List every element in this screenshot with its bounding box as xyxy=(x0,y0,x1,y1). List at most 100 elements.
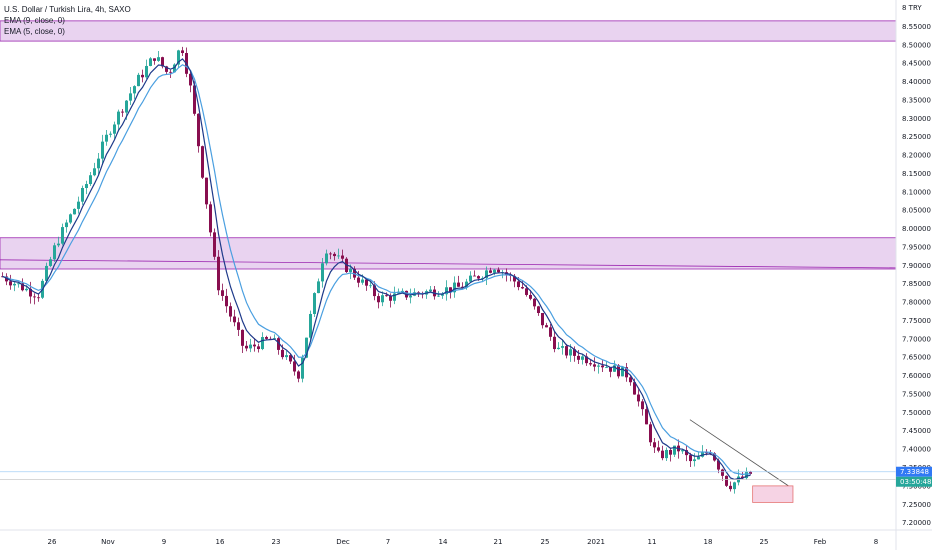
price-tick-label: 7.25000 xyxy=(902,501,931,509)
candle-body xyxy=(249,344,252,349)
candle-body xyxy=(69,214,72,223)
candle-body xyxy=(217,256,220,291)
candle-body xyxy=(349,268,352,273)
candle-body xyxy=(173,64,176,73)
last-price-label[interactable] xyxy=(896,466,932,477)
candle-body xyxy=(513,275,516,282)
candle-body xyxy=(493,269,496,273)
candle-body xyxy=(521,287,524,289)
candle-body xyxy=(581,356,584,360)
candle-body xyxy=(497,269,500,273)
time-tick-label: 2021 xyxy=(587,538,605,546)
candle-body xyxy=(265,337,268,339)
candle-body xyxy=(293,361,296,372)
candle-body xyxy=(657,447,660,451)
candle-body xyxy=(221,290,224,296)
candle-body xyxy=(121,111,124,113)
time-tick-label: 18 xyxy=(704,538,713,546)
candle-body xyxy=(613,365,616,372)
candle-body xyxy=(369,285,372,287)
candle-body xyxy=(169,71,172,73)
zone-slanted-line[interactable] xyxy=(0,259,897,269)
target-box[interactable] xyxy=(752,485,794,503)
legend-ema9[interactable]: EMA (9, close, 0) xyxy=(4,16,65,25)
candle-body xyxy=(533,298,536,307)
candle-body xyxy=(381,295,384,303)
candle-body xyxy=(117,111,120,125)
candle-body xyxy=(329,253,332,255)
candle-body xyxy=(733,482,736,490)
candle-body xyxy=(401,290,404,292)
time-tick-label: Nov xyxy=(101,538,115,546)
candle-body xyxy=(717,460,720,470)
candle-body xyxy=(81,188,84,202)
price-tick-label: 7.75000 xyxy=(902,317,931,325)
price-tick-label: 7.70000 xyxy=(902,335,931,343)
candle-body xyxy=(129,93,132,101)
time-tick-label: 8 xyxy=(874,538,878,546)
candle-body xyxy=(473,275,476,277)
candle-body xyxy=(321,263,324,282)
candle-body xyxy=(541,313,544,326)
candle-body xyxy=(245,345,248,349)
candle-body xyxy=(157,57,160,61)
candle-body xyxy=(441,294,444,296)
candle-body xyxy=(73,208,76,215)
price-tick-label: 7.95000 xyxy=(902,243,931,251)
candle-body xyxy=(585,356,588,364)
price-tick-label: 7.80000 xyxy=(902,299,931,307)
price-tick-label: 7.40000 xyxy=(902,446,931,454)
candle-body xyxy=(525,288,528,295)
candle-body xyxy=(133,86,136,94)
candle-body xyxy=(645,409,648,425)
price-tick-label: 8.20000 xyxy=(902,152,931,160)
price-tick-label: 7.65000 xyxy=(902,354,931,362)
candle-body xyxy=(9,281,12,286)
price-tick-label: 8.10000 xyxy=(902,188,931,196)
candle-body xyxy=(593,364,596,367)
candle-body xyxy=(33,296,36,298)
candle-body xyxy=(365,279,368,286)
candle-body xyxy=(229,306,232,317)
candle-body xyxy=(317,281,320,294)
candle-body xyxy=(13,283,16,286)
candle-body xyxy=(681,450,684,452)
price-tick-label: 8.30000 xyxy=(902,115,931,123)
candle-body xyxy=(577,355,580,360)
candle-body xyxy=(729,485,732,490)
time-tick-label: 11 xyxy=(648,538,657,546)
candle-body xyxy=(693,459,696,462)
candle-body xyxy=(633,382,636,395)
candle-body xyxy=(617,365,620,377)
countdown-label[interactable] xyxy=(896,476,932,487)
trendline[interactable] xyxy=(689,419,789,487)
price-tick-label: 8.15000 xyxy=(902,170,931,178)
price-tick-label: 8.55000 xyxy=(902,23,931,31)
candle-body xyxy=(437,295,440,297)
resistance-zone-mid[interactable] xyxy=(0,237,897,270)
candle-body xyxy=(101,141,104,159)
candle-body xyxy=(557,347,560,350)
candle-body xyxy=(445,287,448,295)
time-tick-label: 26 xyxy=(48,538,57,546)
candle-body xyxy=(393,293,396,301)
legend-ema5[interactable]: EMA (5, close, 0) xyxy=(4,27,65,36)
candle-body xyxy=(337,255,340,257)
candle-body xyxy=(253,344,256,347)
price-tick-label: 8.50000 xyxy=(902,41,931,49)
price-tick-label: 8.45000 xyxy=(902,60,931,68)
legend-symbol[interactable]: U.S. Dollar / Turkish Lira, 4h, SAXO xyxy=(4,5,131,14)
candle-body xyxy=(449,287,452,293)
candle-body xyxy=(601,365,604,368)
time-tick-label: 25 xyxy=(541,538,550,546)
candle-body xyxy=(705,452,708,454)
candle-body xyxy=(145,65,148,78)
candle-body xyxy=(341,255,344,259)
candle-body xyxy=(741,476,744,479)
candle-body xyxy=(465,281,468,288)
resistance-zone-top[interactable] xyxy=(0,20,897,42)
candle-body xyxy=(461,286,464,288)
time-tick-label: 7 xyxy=(386,538,390,546)
